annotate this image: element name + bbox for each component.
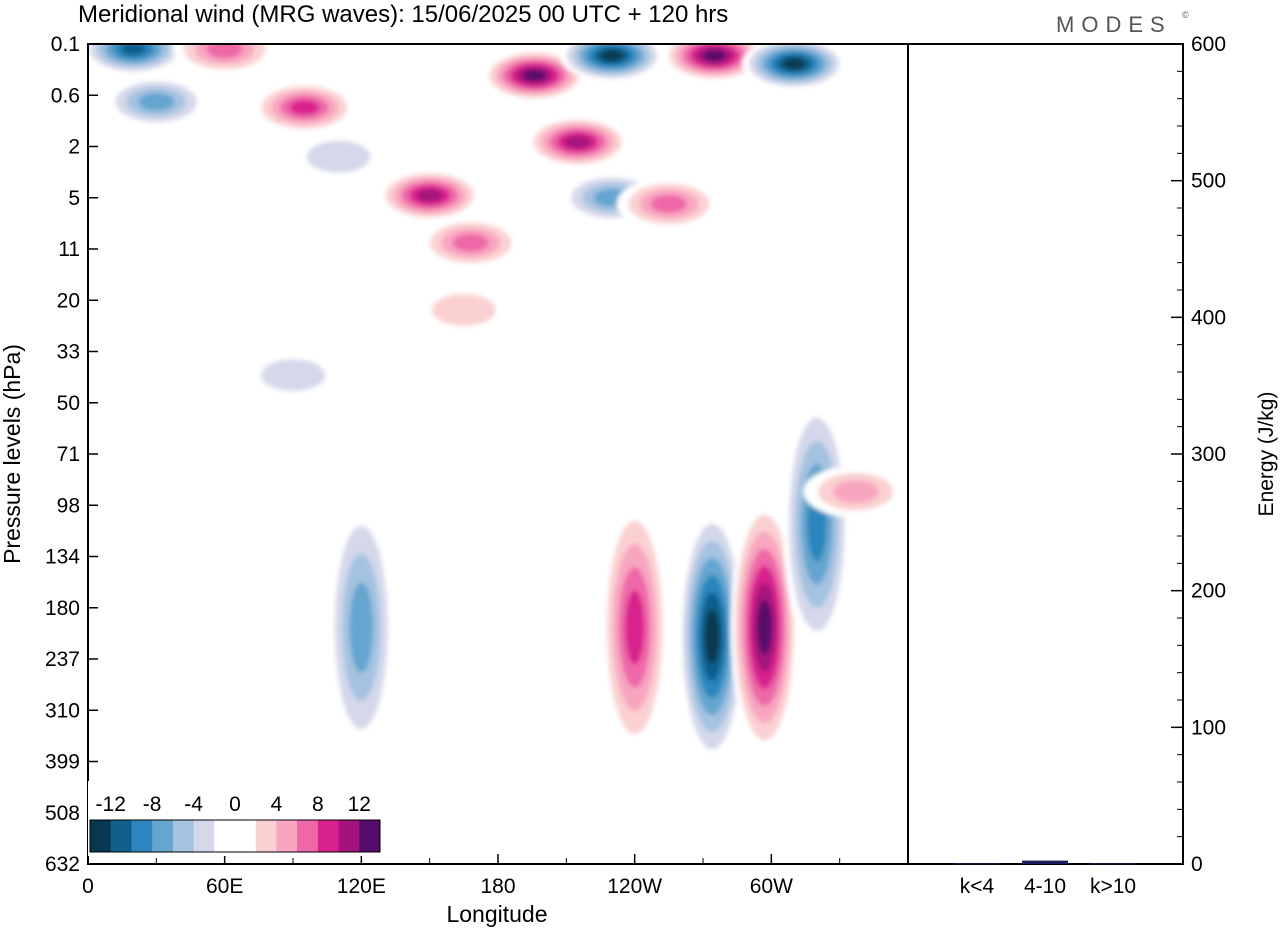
energy-tick-label: 500	[1191, 170, 1226, 193]
y-axis-label: Pressure levels (hPa)	[0, 344, 25, 564]
energy-frame	[907, 43, 1184, 865]
colorbar: -12 -8 -4 0 4 8 12	[88, 781, 382, 856]
energy-bars: k<4 4-10 k>10	[954, 860, 1136, 898]
x-tick-label: 60E	[206, 875, 243, 898]
energy-tick-label: 200	[1191, 580, 1226, 603]
field-contour-7-2	[431, 294, 496, 326]
field-contour-3-5	[289, 100, 320, 115]
y-tick-label: 632	[45, 853, 80, 876]
y-tick-label: 134	[45, 546, 80, 569]
heatmap-frame	[87, 43, 909, 865]
x-tick-label: 60W	[750, 875, 793, 898]
colorbar-label: 8	[312, 793, 324, 816]
x-axis: 0 60E 120E 180 120W 60W	[82, 854, 841, 898]
energy-bar-1	[1022, 860, 1068, 864]
x-tick-label: 120E	[337, 875, 386, 898]
field-contour-16-4	[349, 582, 374, 673]
x-tick-label: 120W	[607, 875, 662, 898]
x-axis-label: Longitude	[446, 901, 547, 927]
colorbar-swatch	[172, 820, 195, 852]
colorbar-swatch	[131, 820, 153, 852]
energy-bar-0	[954, 863, 1000, 865]
energy-tick-label: 400	[1191, 306, 1226, 329]
y-tick-label: 0.6	[51, 84, 80, 107]
field-contour-13-7	[783, 58, 805, 70]
y-tick-label: 310	[45, 699, 80, 722]
colorbar-swatch	[338, 820, 360, 852]
field-contour-17-5	[625, 590, 645, 665]
heatmap-field	[88, 44, 908, 767]
colorbar-swatch	[235, 820, 257, 852]
energy-axis: 0 100 200 300 400 500 600	[1171, 33, 1226, 876]
colorbar-swatch	[317, 820, 340, 852]
field-contour-8-7	[523, 69, 546, 81]
y-tick-label: 237	[45, 648, 80, 671]
colorbar-swatch	[110, 820, 132, 852]
y-tick-label: 33	[57, 341, 80, 364]
colorbar-label: 0	[229, 793, 241, 816]
y-tick-label: 98	[57, 494, 80, 517]
colorbar-swatch	[297, 820, 319, 852]
colorbar-swatch	[193, 820, 215, 852]
colorbar-label: -8	[143, 793, 162, 816]
x-tick-label: 0	[82, 875, 94, 898]
field-contour-0-6	[121, 44, 147, 56]
energy-tick-label: 100	[1191, 716, 1226, 739]
energy-axis-label: Energy (J/kg)	[1255, 392, 1278, 517]
x-tick-label: 180	[480, 875, 515, 898]
energy-bar-label: k<4	[960, 875, 995, 898]
energy-tick-label: 0	[1191, 853, 1203, 876]
field-contour-9-7	[601, 50, 623, 62]
colorbar-label: -12	[96, 793, 126, 816]
chart-title: Meridional wind (MRG waves): 15/06/2025 …	[78, 1, 728, 28]
logo-mark: ©	[1182, 10, 1189, 20]
colorbar-swatch	[90, 820, 112, 852]
colorbar-label: 4	[271, 793, 283, 816]
field-contour-18-7	[704, 609, 720, 664]
y-tick-label: 20	[57, 289, 80, 312]
colorbar-swatch	[255, 820, 277, 852]
modes-logo: MODES	[1056, 12, 1172, 37]
field-contour-14-4	[650, 194, 687, 213]
y-tick-label: 50	[57, 392, 80, 415]
y-tick-label: 71	[57, 443, 80, 466]
y-tick-label: 2	[68, 136, 80, 159]
y-tick-label: 399	[45, 751, 80, 774]
y-tick-label: 11	[58, 238, 80, 261]
energy-tick-label: 300	[1191, 443, 1226, 466]
field-contour-2-4	[138, 92, 175, 111]
field-contour-5-6	[417, 189, 443, 202]
y-tick-label: 180	[45, 597, 80, 620]
colorbar-frame	[89, 819, 381, 853]
colorbar-swatch	[359, 820, 381, 852]
energy-bar-label: k>10	[1090, 875, 1136, 898]
colorbar-swatch	[276, 820, 298, 852]
colorbar-swatch	[214, 820, 236, 852]
field-contour-19-7	[757, 600, 772, 655]
field-contour-4-2	[306, 140, 371, 173]
y-tick-label: 5	[68, 187, 80, 210]
y-tick-label: 0.1	[51, 33, 80, 56]
field-contour-1-4	[206, 44, 243, 59]
colorbar-label: -4	[184, 793, 203, 816]
y-axis: 0.1 0.6 2 5 11 20 33 50 71 98 134 180 237 310 399 508 63…	[45, 33, 98, 876]
field-contour-21-3	[832, 480, 879, 504]
field-contour-15-2	[261, 359, 325, 392]
field-contour-10-6	[565, 135, 591, 149]
energy-tick-label: 600	[1191, 33, 1226, 56]
y-tick-label: 508	[45, 802, 80, 825]
energy-bar-2	[1090, 863, 1136, 865]
energy-bar-label: 4-10	[1024, 875, 1066, 898]
colorbar-swatch	[152, 820, 174, 852]
colorbar-label: 12	[348, 793, 371, 816]
field-contour-6-4	[452, 233, 489, 252]
field-contour-12-7	[703, 50, 726, 62]
